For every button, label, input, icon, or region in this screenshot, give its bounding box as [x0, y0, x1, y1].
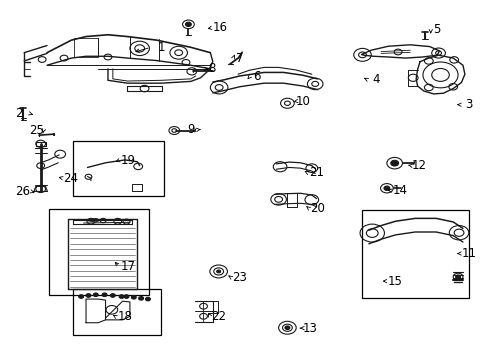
Text: 20: 20 [309, 202, 325, 215]
Circle shape [145, 297, 150, 301]
Circle shape [185, 22, 191, 27]
Circle shape [124, 295, 129, 298]
Text: 24: 24 [63, 172, 78, 185]
Circle shape [86, 294, 91, 297]
Text: 7: 7 [235, 51, 243, 64]
Text: 17: 17 [121, 260, 136, 273]
Text: 19: 19 [121, 154, 136, 167]
Text: 11: 11 [460, 247, 475, 260]
Text: 12: 12 [411, 159, 426, 172]
Bar [361, 211, 468, 298]
Circle shape [102, 293, 107, 297]
Text: 25: 25 [29, 124, 43, 137]
Bar [73, 140, 163, 196]
Circle shape [285, 326, 289, 329]
Circle shape [131, 296, 136, 299]
Text: 22: 22 [211, 310, 225, 324]
Circle shape [455, 275, 460, 279]
Text: 2: 2 [16, 107, 23, 120]
Text: 5: 5 [432, 23, 440, 36]
Circle shape [110, 294, 115, 297]
Text: 13: 13 [302, 321, 317, 334]
Circle shape [386, 157, 402, 169]
Text: 16: 16 [212, 21, 227, 34]
Circle shape [182, 20, 194, 29]
Circle shape [93, 293, 98, 297]
Circle shape [380, 184, 392, 193]
Circle shape [213, 268, 223, 275]
Text: 9: 9 [187, 123, 194, 136]
Text: 26: 26 [15, 185, 30, 198]
Text: 4: 4 [372, 73, 379, 86]
Text: 18: 18 [117, 310, 132, 324]
Text: 10: 10 [295, 95, 310, 108]
Text: 21: 21 [308, 166, 324, 179]
Bar [49, 209, 149, 295]
Circle shape [79, 295, 83, 298]
Circle shape [119, 295, 124, 298]
Bar [73, 289, 160, 335]
Text: 8: 8 [208, 62, 215, 75]
Circle shape [139, 297, 143, 300]
Text: 1: 1 [158, 41, 165, 54]
Circle shape [390, 160, 398, 166]
Text: 15: 15 [386, 275, 401, 288]
Text: 23: 23 [232, 271, 246, 284]
Circle shape [383, 186, 389, 190]
Circle shape [216, 270, 220, 273]
Text: 6: 6 [252, 69, 260, 82]
Text: 3: 3 [464, 98, 471, 111]
Text: 14: 14 [392, 184, 407, 197]
